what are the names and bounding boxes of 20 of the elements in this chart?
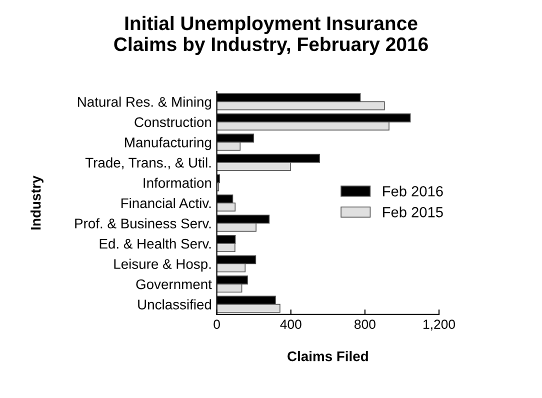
y-tick-label: Trade, Trans., & Util. — [85, 157, 211, 170]
y-tick-label: Government — [136, 279, 212, 290]
y-tick-label: Unclassified — [138, 299, 212, 310]
y-tick-label: Construction — [134, 116, 212, 128]
x-tick-label: 0 — [214, 320, 220, 329]
legend-label: Feb 2015 — [383, 206, 443, 218]
y-tick-label: Prof. & Business Serv. — [75, 218, 211, 228]
x-axis-title: Claims Filed — [288, 351, 368, 362]
x-tick-label: 400 — [280, 320, 302, 329]
x-tick-label: 800 — [354, 320, 376, 329]
legend-label: Feb 2016 — [383, 186, 443, 196]
y-tick-label: Leisure & Hosp. — [114, 258, 211, 272]
y-tick-label: Financial Activ. — [121, 198, 211, 208]
y-tick-label: Natural Res. & Mining — [78, 96, 212, 110]
y-tick-label: Information — [144, 178, 212, 188]
chart-title: Initial Unemployment Insurance Claims by Industry, February 2016 — [114, 16, 428, 55]
y-axis-title: Industry — [30, 176, 44, 230]
y-tick-label: Ed. & Health Serv. — [100, 238, 211, 249]
y-tick-label: Manufacturing — [125, 137, 212, 150]
x-tick-label: 1,200 — [424, 320, 456, 331]
